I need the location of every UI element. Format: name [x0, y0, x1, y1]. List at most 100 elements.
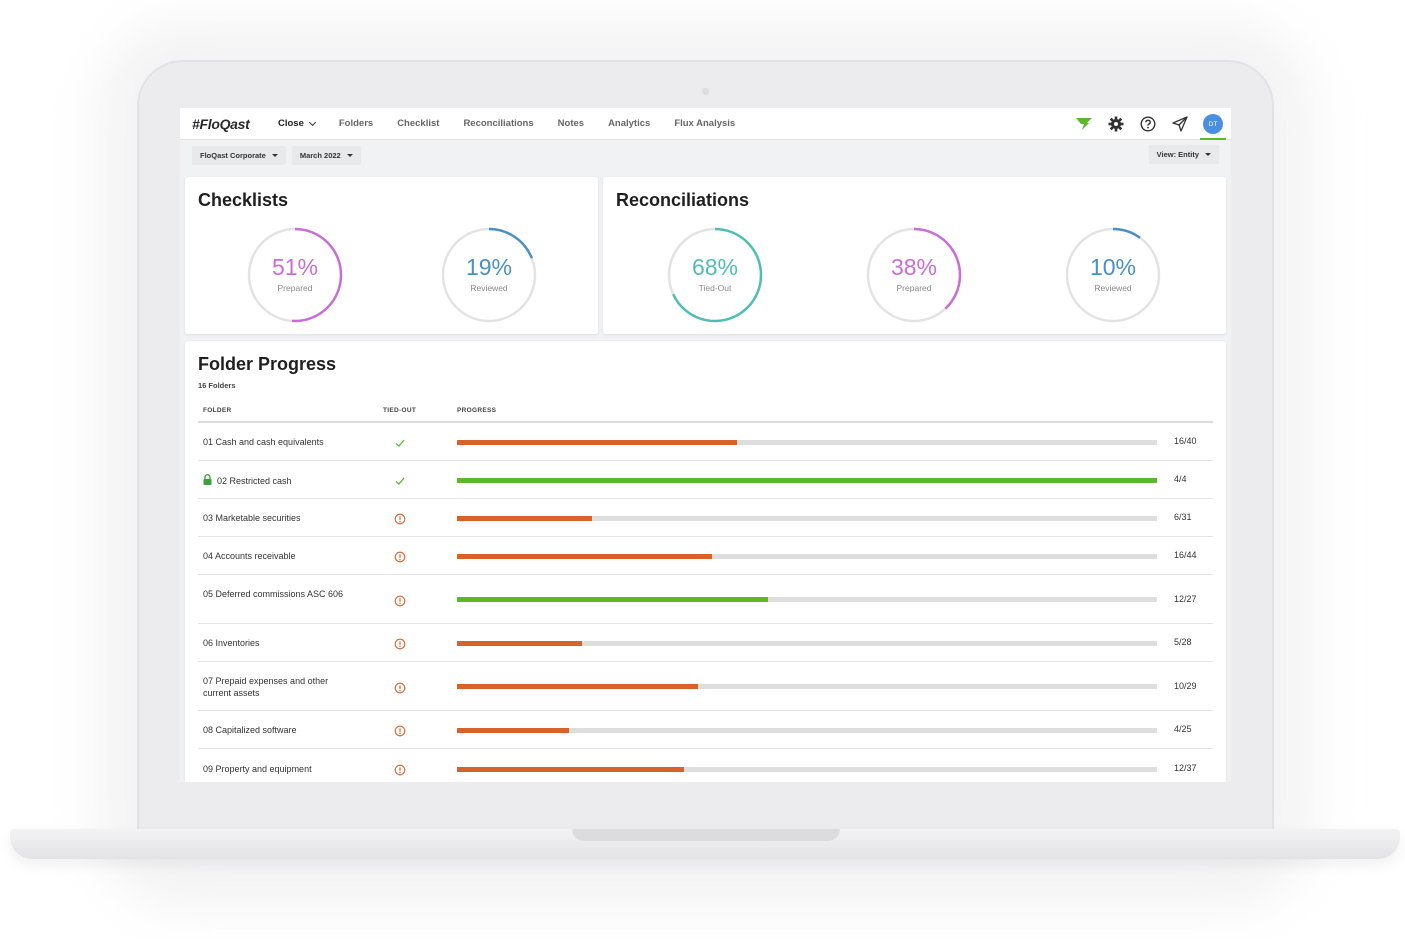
- progress-count: 12/27: [1174, 593, 1197, 604]
- column-header-tied-out[interactable]: TIED-OUT: [383, 407, 417, 414]
- floqast-logo[interactable]: #FloQast: [192, 115, 250, 132]
- nav-analytics[interactable]: Analytics: [608, 118, 651, 129]
- folder-name[interactable]: 06 Inventories: [203, 637, 348, 649]
- folder-name[interactable]: 02 Restricted cash: [203, 474, 348, 488]
- table-row[interactable]: 08 Capitalized software 4/25: [198, 711, 1213, 749]
- gauge-arc: [866, 227, 962, 323]
- progress-bar: [457, 727, 1157, 733]
- checkmark-icon[interactable]: [394, 474, 406, 486]
- gear-icon[interactable]: [1107, 115, 1125, 133]
- alert-icon[interactable]: [394, 637, 406, 650]
- reconciliations-prepared-gauge[interactable]: 38% Prepared: [866, 227, 962, 323]
- period-dropdown[interactable]: March 2022: [291, 145, 361, 165]
- nav-flux-analysis[interactable]: Flux Analysis: [674, 118, 736, 129]
- gauge-arc: [247, 227, 343, 323]
- column-header-progress[interactable]: PROGRESS: [457, 407, 497, 414]
- gauge-arc: [441, 227, 537, 323]
- folder-name[interactable]: 08 Capitalized software: [203, 724, 348, 736]
- progress-count: 6/31: [1174, 512, 1192, 522]
- folder-name-text: 05 Deferred commissions ASC 606: [203, 588, 344, 599]
- folder-name[interactable]: 05 Deferred commissions ASC 606: [203, 588, 348, 600]
- reconciliations-reviewed-gauge[interactable]: 10% Reviewed: [1065, 227, 1161, 323]
- nav-checklist[interactable]: Checklist: [397, 118, 440, 129]
- table-row[interactable]: 02 Restricted cash 4/4: [198, 461, 1213, 499]
- gauge-label: Reviewed: [470, 283, 508, 293]
- progress-bar: [457, 684, 1157, 689]
- folder-name[interactable]: 01 Cash and cash equivalents: [203, 436, 348, 448]
- table-row[interactable]: 05 Deferred commissions ASC 606 12/27: [198, 575, 1213, 624]
- table-row[interactable]: 07 Prepaid expenses and other current as…: [198, 662, 1213, 711]
- nav-reconciliations[interactable]: Reconciliations: [463, 118, 534, 129]
- caret-down-icon: [346, 153, 353, 157]
- filter-bar: FloQast Corporate March 2022 View: Entit…: [180, 140, 1231, 170]
- folder-name[interactable]: 03 Marketable securities: [203, 512, 348, 524]
- progress-bar: [457, 439, 1157, 445]
- reconciliations-card: Reconciliations 68% Tied-Out 38% Prepare…: [603, 177, 1226, 334]
- folder-name[interactable]: 07 Prepaid expenses and other current as…: [203, 675, 348, 699]
- progress-bar-fill: [457, 727, 569, 733]
- gauge-percent: 38%: [890, 254, 938, 280]
- alert-icon[interactable]: [394, 594, 406, 606]
- entity-dropdown[interactable]: FloQast Corporate: [192, 145, 286, 165]
- alert-icon[interactable]: [394, 724, 406, 737]
- alert-icon[interactable]: [394, 512, 406, 525]
- chevron-down-icon: [308, 118, 316, 126]
- checklists-reviewed-gauge[interactable]: 19% Reviewed: [441, 227, 537, 323]
- lock-icon: [203, 474, 212, 488]
- gauge-arc: [1065, 227, 1161, 323]
- column-header-folder[interactable]: FOLDER: [203, 407, 232, 414]
- user-initials: DT: [1208, 120, 1218, 128]
- user-avatar[interactable]: DT: [1200, 114, 1226, 140]
- folder-name-text: 03 Marketable securities: [203, 513, 301, 523]
- table-row[interactable]: 04 Accounts receivable 16/44: [198, 537, 1213, 575]
- gauge-percent: 51%: [271, 254, 319, 280]
- folder-name-text: 08 Capitalized software: [203, 725, 297, 735]
- checklists-title: Checklists: [198, 190, 289, 210]
- entity-dropdown-label: FloQast Corporate: [200, 150, 266, 160]
- folder-name-text: 06 Inventories: [203, 638, 260, 648]
- folder-name[interactable]: 04 Accounts receivable: [203, 550, 348, 562]
- help-icon[interactable]: [1139, 115, 1157, 133]
- folder-name[interactable]: 09 Property and equipment: [203, 763, 348, 775]
- progress-count: 5/28: [1174, 637, 1192, 647]
- gauge-ring: [866, 227, 962, 323]
- gauge-label: Prepared: [896, 283, 932, 293]
- progress-count: 4/4: [1174, 474, 1187, 484]
- progress-bar: [457, 553, 1157, 559]
- folder-name-text: 01 Cash and cash equivalents: [203, 437, 324, 447]
- progress-bar-fill: [457, 553, 712, 559]
- progress-bar-fill: [457, 439, 737, 445]
- table-row[interactable]: 06 Inventories 5/28: [198, 624, 1213, 662]
- table-row[interactable]: 03 Marketable securities 6/31: [198, 499, 1213, 537]
- nav-folders[interactable]: Folders: [338, 118, 374, 129]
- top-nav: #FloQast Close Folders Checklist Reconci…: [180, 108, 1231, 140]
- alert-icon[interactable]: [394, 763, 406, 776]
- gauge-ring: [441, 227, 537, 323]
- send-icon[interactable]: [1171, 115, 1189, 133]
- table-row[interactable]: 09 Property and equipment 12/37: [198, 749, 1213, 782]
- avatar-active-indicator: [1200, 138, 1226, 140]
- reconciliations-tied-out-gauge[interactable]: 68% Tied-Out: [667, 227, 763, 323]
- gauge-ring: [667, 227, 763, 323]
- alert-icon[interactable]: [394, 550, 406, 563]
- folder-name-text: 04 Accounts receivable: [203, 551, 296, 561]
- checkmark-icon[interactable]: [394, 436, 406, 448]
- laptop-notch: [572, 829, 840, 841]
- view-dropdown[interactable]: View: Entity: [1148, 145, 1219, 164]
- progress-bar-fill: [457, 597, 769, 602]
- folder-progress-title: Folder Progress: [198, 354, 337, 374]
- folder-name-text: 02 Restricted cash: [217, 476, 292, 486]
- progress-count: 16/40: [1174, 436, 1197, 446]
- floqast-mark-icon[interactable]: [1075, 115, 1093, 133]
- nav-close[interactable]: Close: [278, 118, 316, 129]
- gauge-percent: 19%: [465, 254, 513, 280]
- progress-count: 16/44: [1174, 550, 1197, 560]
- table-row[interactable]: 01 Cash and cash equivalents 16/40: [198, 423, 1213, 461]
- folder-count: 16 Folders: [198, 381, 236, 390]
- alert-icon[interactable]: [394, 681, 406, 693]
- gauge-label: Reviewed: [1094, 283, 1132, 293]
- gauge-arc: [667, 227, 763, 323]
- nav-notes[interactable]: Notes: [557, 118, 585, 129]
- checklists-prepared-gauge[interactable]: 51% Prepared: [247, 227, 343, 323]
- caret-down-icon: [1205, 153, 1211, 156]
